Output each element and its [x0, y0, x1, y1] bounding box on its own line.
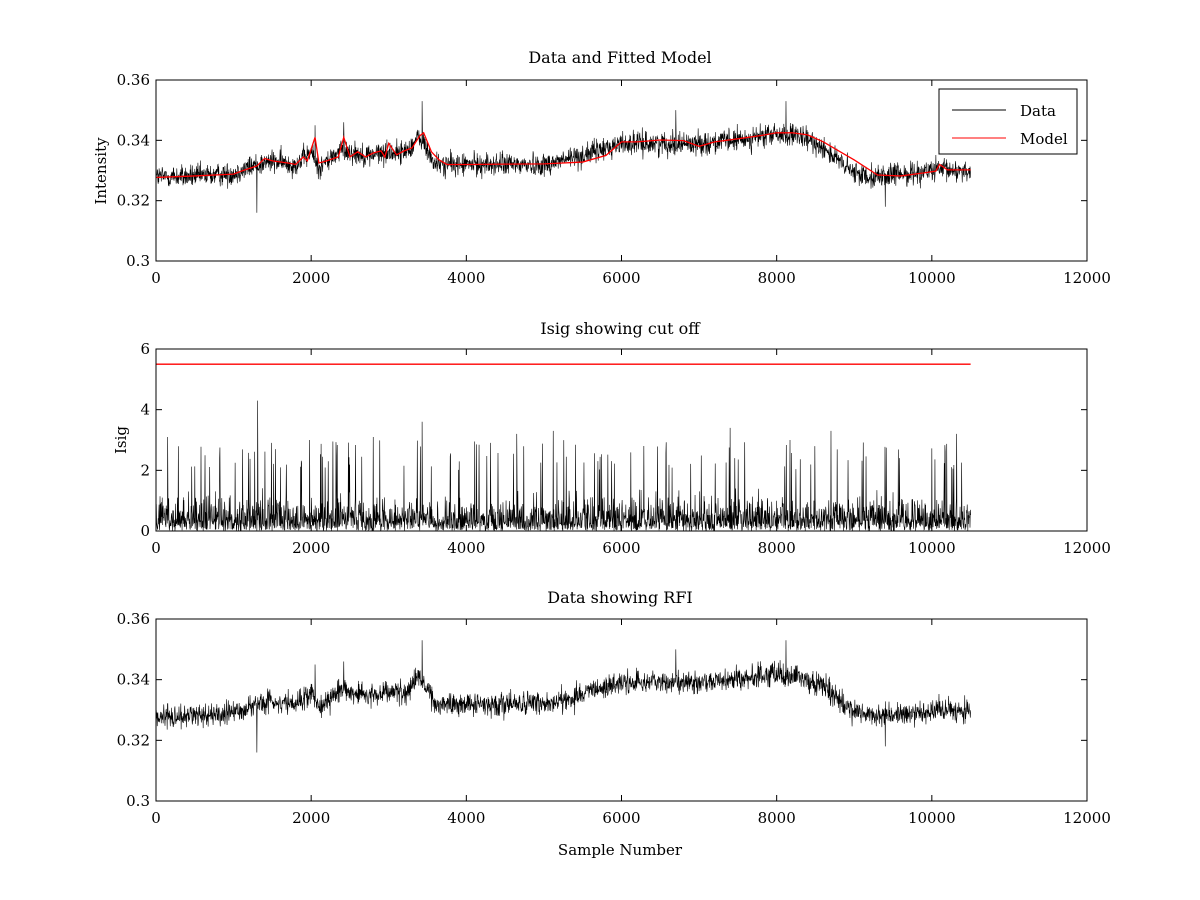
y-tick-label: 0.34	[117, 131, 150, 149]
legend-box	[938, 88, 1078, 155]
x-tick-label: 8000	[758, 269, 796, 287]
panel-title: Data showing RFI	[547, 588, 692, 607]
y-axis-label: Intensity	[92, 137, 110, 205]
y-tick-label: 6	[140, 340, 150, 358]
x-tick-label: 10000	[908, 269, 956, 287]
plot-area	[155, 101, 971, 213]
series-line-model	[155, 131, 971, 179]
x-tick-label: 8000	[758, 539, 796, 557]
x-tick-label: 12000	[1063, 809, 1111, 827]
series-line-isig	[155, 400, 971, 532]
x-tick-label: 4000	[447, 539, 485, 557]
x-tick-label: 6000	[602, 539, 640, 557]
x-tick-label: 12000	[1063, 539, 1111, 557]
x-tick-label: 2000	[292, 539, 330, 557]
y-tick-label: 0.36	[117, 610, 150, 628]
x-tick-label: 12000	[1063, 269, 1111, 287]
x-tick-label: 10000	[908, 539, 956, 557]
y-tick-label: 0.32	[117, 192, 150, 210]
x-tick-label: 2000	[292, 809, 330, 827]
x-tick-label: 10000	[908, 809, 956, 827]
x-tick-label: 4000	[447, 809, 485, 827]
axis-ticks: 0 2000 4000 6000 8000 10000 12000 0.3 0.32 0.34 0.…	[117, 71, 1111, 287]
x-tick-label: 4000	[447, 269, 485, 287]
y-tick-label: 4	[140, 401, 150, 419]
panel-title: Isig showing cut off	[540, 319, 701, 338]
legend: Data Model	[938, 88, 1078, 155]
panel-data-and-fitted-model: Data and Fitted Model 0 2000 4000 6000 8000 1…	[92, 48, 1111, 287]
x-axis-label: Sample Number	[558, 841, 683, 859]
x-tick-label: 6000	[602, 809, 640, 827]
axes-frame	[155, 348, 1088, 532]
panel-isig-cut-off: Isig showing cut off 0 2000 4000 6000 8000 10…	[112, 319, 1111, 557]
y-tick-label: 0.34	[117, 671, 150, 689]
y-tick-label: 0.3	[126, 792, 150, 810]
panel-data-showing-rfi: Data showing RFI 0 2000 4000 6000 8000 10000 1…	[117, 588, 1111, 859]
y-tick-label: 0.32	[117, 731, 150, 749]
plot-area	[155, 363, 971, 532]
x-tick-label: 0	[151, 269, 161, 287]
series-line-data	[155, 101, 971, 213]
y-axis-label: Isig	[112, 426, 130, 454]
legend-label-model: Model	[1020, 130, 1068, 148]
y-tick-label: 0.36	[117, 71, 150, 89]
x-tick-label: 0	[151, 809, 161, 827]
panel-title: Data and Fitted Model	[528, 48, 711, 67]
x-tick-label: 2000	[292, 269, 330, 287]
plot-area	[155, 640, 971, 753]
y-tick-label: 0.3	[126, 252, 150, 270]
y-tick-label: 0	[140, 522, 150, 540]
y-tick-label: 2	[140, 461, 150, 479]
series-line-isig	[155, 640, 971, 753]
x-tick-label: 6000	[602, 269, 640, 287]
axis-ticks: 0 2000 4000 6000 8000 10000 12000 0 2 4 6	[140, 340, 1110, 557]
x-tick-label: 0	[151, 539, 161, 557]
x-tick-label: 8000	[758, 809, 796, 827]
axis-ticks: 0 2000 4000 6000 8000 10000 12000 0.3 0.32 0.34 0.…	[117, 610, 1111, 827]
legend-label-data: Data	[1020, 102, 1056, 120]
